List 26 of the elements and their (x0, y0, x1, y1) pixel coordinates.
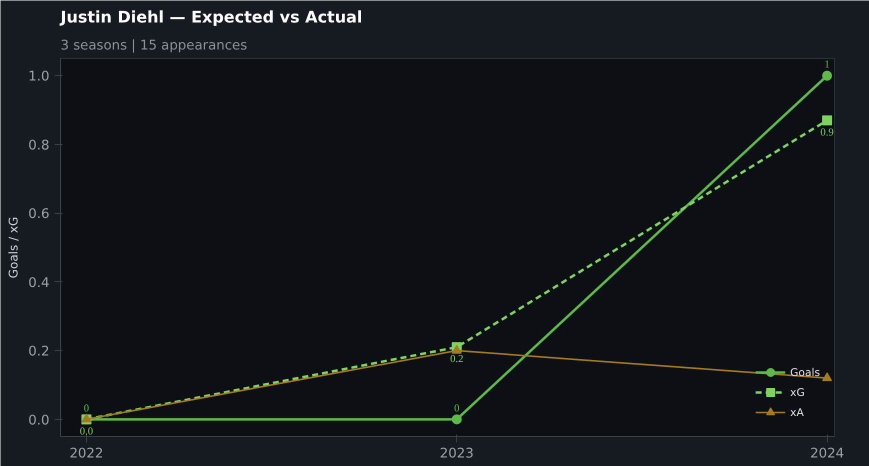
y-tick-label: 0.4 (28, 276, 50, 291)
y-tick-label: 0.0 (28, 413, 50, 428)
legend-label: xA (790, 406, 805, 418)
x-tick-label: 2024 (810, 446, 844, 462)
point (822, 115, 832, 126)
data-label: 1 (824, 60, 830, 71)
chart-subtitle: 3 seasons | 15 appearances (60, 38, 248, 54)
y-tick-label: 0.8 (28, 138, 50, 154)
legend-label: Goals (790, 366, 820, 378)
x-tick-label: 2023 (440, 446, 474, 462)
y-axis-title: Goals / xG (6, 216, 20, 278)
point (822, 70, 832, 81)
data-label: 0.9 (820, 127, 834, 138)
chart-title: Justin Diehl — Expected vs Actual (60, 8, 362, 26)
x-tick-label: 2022 (69, 446, 104, 462)
legend-label: xG (790, 386, 806, 398)
y-tick-label: 1.0 (28, 70, 50, 85)
data-label: 0 (84, 403, 90, 414)
y-tick-label: 0.6 (28, 207, 50, 222)
data-label: 0.2 (450, 354, 464, 366)
data-label: 0.0 (80, 426, 94, 438)
point (822, 372, 832, 382)
data-label: 0 (454, 403, 460, 414)
y-tick-label: 0.2 (28, 344, 50, 360)
point (452, 344, 462, 354)
point (452, 414, 462, 424)
